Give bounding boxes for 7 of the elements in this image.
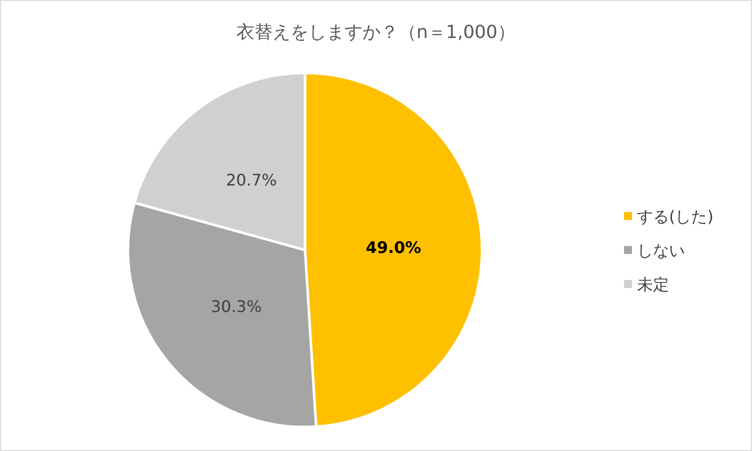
data-label: 49.0% (366, 238, 422, 258)
legend-label: 未定 (637, 275, 669, 294)
chart-title: 衣替えをしますか？（n＝1,000） (236, 22, 516, 43)
data-label: 30.3% (210, 296, 262, 316)
data-label: 20.7% (226, 170, 277, 190)
legend-label: しない (637, 241, 685, 260)
legend-label: する(した) (637, 207, 714, 226)
